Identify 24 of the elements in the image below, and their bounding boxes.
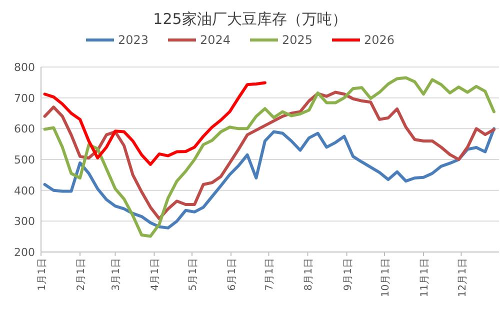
y-tick-label: 300 [14,215,35,228]
x-tick-label: 4月1日 [150,258,162,291]
legend-label: 2023 [118,33,149,47]
y-tick-label: 500 [14,154,35,166]
x-tick-label: 8月1日 [304,258,315,291]
x-tick-label: 1月1日 [37,258,48,291]
x-tick-label: 7月1日 [264,258,276,291]
x-tick-label: 5月1日 [188,258,199,291]
x-tick-label: 11月1日 [420,258,431,298]
x-tick-label: 10月1日 [380,258,392,298]
x-tick-label: 3月1日 [111,258,122,291]
y-tick-label: 700 [14,92,35,105]
y-tick-label: 800 [14,61,35,74]
chart-title: 125家油厂大豆库存（万吨） [153,10,347,28]
legend-label: 2026 [364,33,395,47]
x-tick-label: 9月1日 [342,258,354,291]
y-tick-label: 400 [14,184,35,198]
legend-label: 2024 [200,33,231,47]
y-tick-label: 600 [14,122,35,136]
y-tick-label: 200 [14,246,35,259]
legend-label: 2025 [282,33,313,47]
x-tick-label: 6月1日 [226,258,238,291]
x-tick-label: 2月1日 [76,258,88,291]
x-tick-label: 12月1日 [457,258,468,298]
